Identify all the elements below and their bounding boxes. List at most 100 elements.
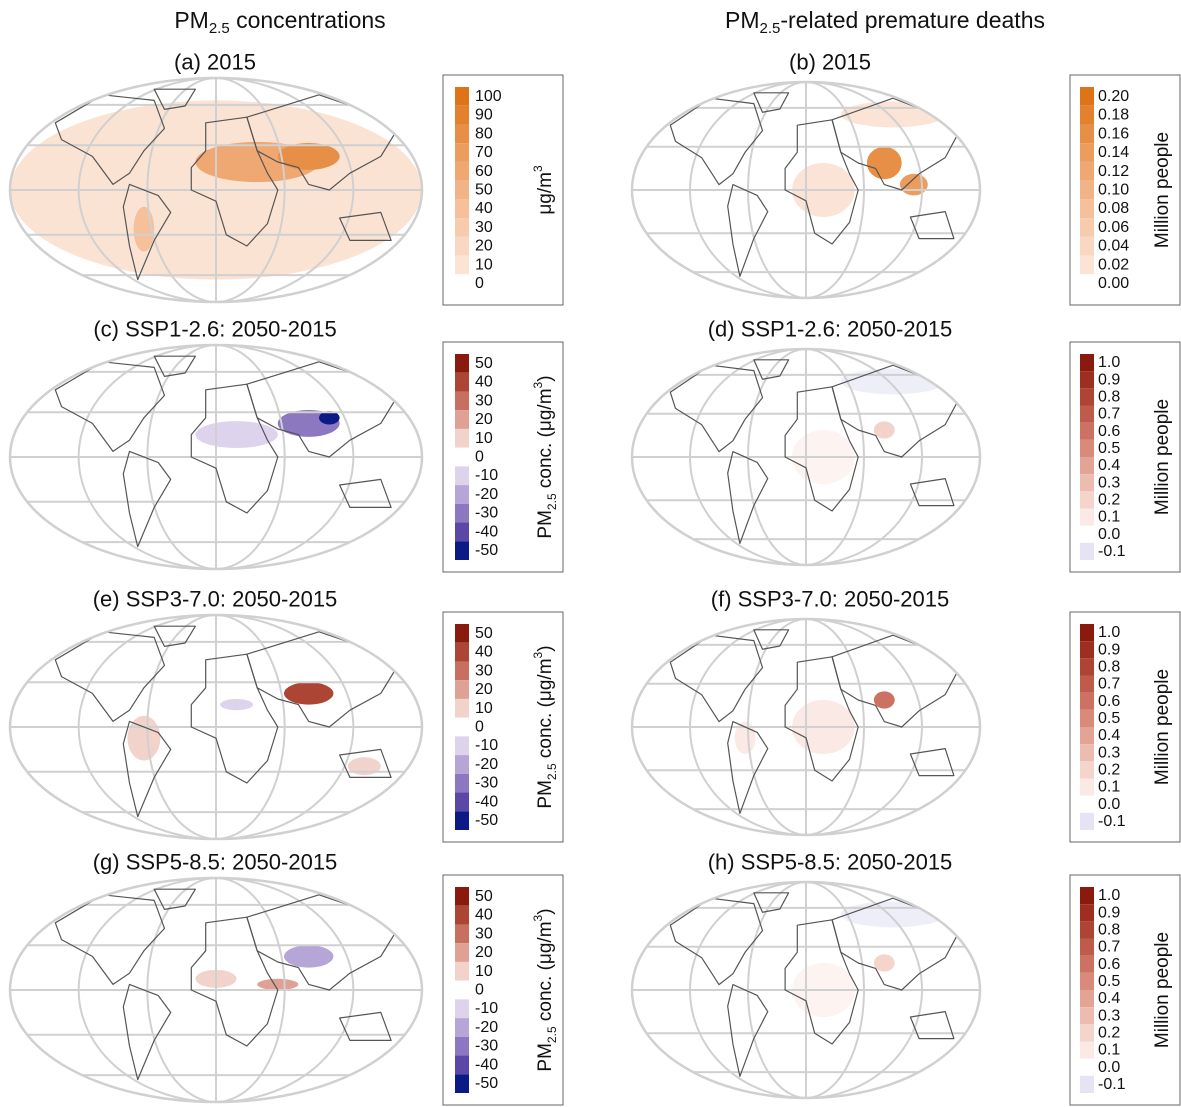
text-part: 3 — [531, 381, 545, 388]
colorbar-swatch — [1080, 491, 1094, 509]
shading — [873, 954, 895, 972]
coastline — [669, 897, 764, 986]
coastline — [339, 1011, 392, 1042]
colorbar-tick-label: 0.04 — [1098, 238, 1129, 255]
colorbar-swatch — [455, 905, 469, 925]
colorbar-swatch — [1080, 143, 1094, 162]
colorbar-label: Million people — [1152, 399, 1173, 515]
panel-title: (c) SSP1-2.6: 2050-2015 — [93, 317, 336, 342]
colorbar-swatch — [455, 811, 469, 830]
coastline — [669, 634, 764, 723]
colorbar-tick-label: 30 — [475, 662, 493, 679]
map-border — [630, 880, 982, 1100]
colorbar-swatch — [455, 661, 469, 681]
colorbar-tick-label: -30 — [475, 505, 498, 522]
colorbar-swatch — [1080, 371, 1094, 389]
colorbar-swatch — [1080, 887, 1094, 905]
colorbar-swatch — [1080, 675, 1094, 693]
colorbar-tick-label: 0.6 — [1098, 693, 1120, 710]
map-border — [8, 613, 424, 841]
colorbar-tick-label: 10 — [475, 700, 493, 717]
colorbar-swatch — [455, 1074, 469, 1093]
panel-title: (g) SSP5-8.5: 2050-2015 — [93, 850, 338, 875]
colorbar-tick-label: 30 — [475, 392, 493, 409]
colorbar-label: PM2.5 conc. (μg/m3) — [531, 908, 559, 1071]
shading — [899, 173, 928, 196]
colorbar-tick-label: -50 — [475, 1075, 498, 1092]
colorbar-tick-label: 0.9 — [1098, 371, 1120, 388]
colorbar-tick-label: 0.7 — [1098, 406, 1120, 423]
colorbar-swatch — [455, 447, 469, 467]
colorbar-swatch — [455, 372, 469, 392]
colorbar-swatch — [1080, 199, 1094, 219]
colorbar-tick-label: 50 — [475, 182, 493, 199]
colorbar-tick-label: 100 — [475, 88, 502, 105]
colorbar-tick-label: -40 — [475, 523, 498, 540]
colorbar-swatch — [455, 1036, 469, 1056]
colorbar-tick-label: 0.00 — [1098, 275, 1129, 292]
colorbar-tick-label: 0.8 — [1098, 658, 1120, 675]
colorbar-tick-label: 0.2 — [1098, 1024, 1120, 1041]
text-part: PM — [535, 1043, 556, 1072]
colorbar-swatch — [1080, 405, 1094, 423]
colorbar-swatch — [455, 428, 469, 448]
colorbar-tick-label: 0 — [475, 982, 484, 999]
colorbar-swatch — [455, 698, 469, 718]
coastline — [339, 748, 392, 779]
graticule — [146, 878, 286, 1102]
colorbar-swatch — [455, 105, 469, 125]
text-part: 2.5 — [209, 20, 230, 37]
graticule — [146, 615, 286, 839]
graticule — [77, 78, 355, 302]
colorbar-tick-label: -50 — [475, 542, 498, 559]
colorbar-swatch — [455, 1018, 469, 1037]
shading — [319, 411, 340, 425]
map — [10, 78, 422, 302]
colorbar-label: Million people — [1152, 669, 1173, 785]
coastline — [153, 888, 196, 910]
graticule — [77, 345, 355, 569]
colorbar-swatch — [1080, 525, 1094, 543]
coastline — [727, 184, 769, 277]
shading — [866, 146, 902, 180]
colorbar-tick-label: 0.3 — [1098, 1007, 1120, 1024]
colorbar-swatch — [1080, 180, 1094, 200]
colorbar-tick-label: 30 — [475, 925, 493, 942]
colorbar-swatch — [1080, 236, 1094, 256]
colorbar-tick-label: 50 — [475, 355, 493, 372]
coastline — [54, 631, 166, 723]
colorbar-swatch — [1080, 744, 1094, 762]
graticule — [77, 878, 355, 1102]
coastline — [909, 1010, 955, 1040]
map-border — [630, 617, 982, 837]
text-part: 3 — [531, 651, 545, 658]
colorbar-swatch — [455, 199, 469, 219]
colorbar-swatch — [1080, 938, 1094, 956]
colorbar-tick-label: 30 — [475, 219, 493, 236]
colorbar-swatch — [455, 792, 469, 812]
colorbar-tick-label: 0.1 — [1098, 1042, 1120, 1059]
colorbar-label: PM2.5 conc. (μg/m3) — [531, 375, 559, 538]
colorbar-tick-label: 0.5 — [1098, 440, 1120, 457]
colorbar-tick-label: 0.2 — [1098, 761, 1120, 778]
colorbar-tick-label: 0.8 — [1098, 388, 1120, 405]
colorbar-tick-label: 0.1 — [1098, 509, 1120, 526]
colorbar-tick-label: 0.9 — [1098, 904, 1120, 921]
colorbar-swatch — [1080, 778, 1094, 796]
colorbar-tick-label: 0.08 — [1098, 200, 1129, 217]
map — [632, 619, 980, 835]
colorbar-swatch — [1080, 1024, 1094, 1042]
colorbar-swatch — [1080, 658, 1094, 676]
shading — [873, 691, 895, 709]
map-border — [630, 347, 982, 567]
shading — [277, 142, 340, 170]
colorbar-tick-label: -10 — [475, 1000, 498, 1017]
text-part: PM — [725, 7, 760, 33]
colorbar-tick-label: 0.4 — [1098, 990, 1120, 1007]
colorbar-tick-label: 20 — [475, 944, 493, 961]
colorbar-swatch — [455, 354, 469, 373]
colorbar-swatch — [455, 755, 469, 774]
colorbar-tick-label: 0.3 — [1098, 474, 1120, 491]
colorbar-swatch — [1080, 422, 1094, 440]
graticule — [146, 78, 286, 302]
